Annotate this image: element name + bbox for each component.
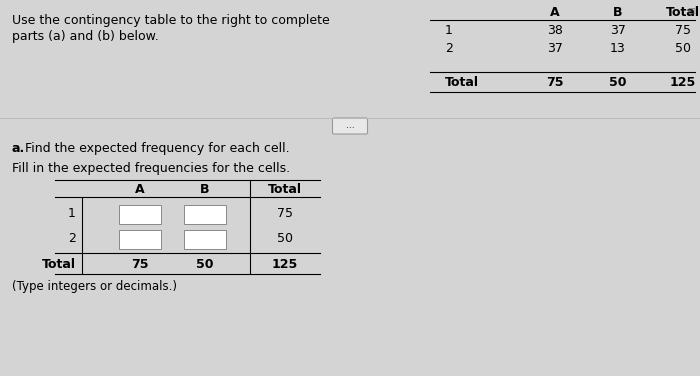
Bar [119, 230, 161, 249]
Text: 50: 50 [277, 232, 293, 245]
Text: 37: 37 [547, 42, 563, 55]
Text: 75: 75 [675, 24, 691, 37]
Text: 75: 75 [132, 258, 148, 271]
Text: (Type integers or decimals.): (Type integers or decimals.) [12, 280, 177, 293]
Text: 13: 13 [610, 42, 626, 55]
Text: 50: 50 [675, 42, 691, 55]
FancyBboxPatch shape [332, 118, 368, 134]
Text: Total: Total [445, 76, 479, 89]
Text: B: B [200, 183, 210, 196]
Text: 1: 1 [445, 24, 453, 37]
Bar [184, 230, 226, 249]
Text: Find the expected frequency for each cell.: Find the expected frequency for each cel… [21, 142, 290, 155]
Text: Total: Total [42, 258, 76, 271]
Bar [184, 205, 226, 224]
Text: 125: 125 [272, 258, 298, 271]
Text: Fill in the expected frequencies for the cells.: Fill in the expected frequencies for the… [12, 162, 290, 175]
Text: A: A [135, 183, 145, 196]
Text: 125: 125 [670, 76, 696, 89]
Text: ...: ... [346, 121, 354, 130]
Text: B: B [613, 6, 623, 19]
Text: 50: 50 [196, 258, 214, 271]
Text: 75: 75 [277, 207, 293, 220]
Text: 2: 2 [445, 42, 453, 55]
Text: 38: 38 [547, 24, 563, 37]
Text: 2: 2 [68, 232, 76, 245]
Text: 37: 37 [610, 24, 626, 37]
Text: Use the contingency table to the right to complete: Use the contingency table to the right t… [12, 14, 330, 27]
Bar [119, 205, 161, 224]
Text: parts (a) and (b) below.: parts (a) and (b) below. [12, 30, 159, 43]
Text: 50: 50 [609, 76, 626, 89]
Text: Total: Total [666, 6, 700, 19]
Text: a.: a. [12, 142, 25, 155]
Text: 75: 75 [546, 76, 564, 89]
Text: 1: 1 [68, 207, 76, 220]
Text: Total: Total [268, 183, 302, 196]
Text: □: □ [687, 6, 695, 15]
Text: A: A [550, 6, 560, 19]
